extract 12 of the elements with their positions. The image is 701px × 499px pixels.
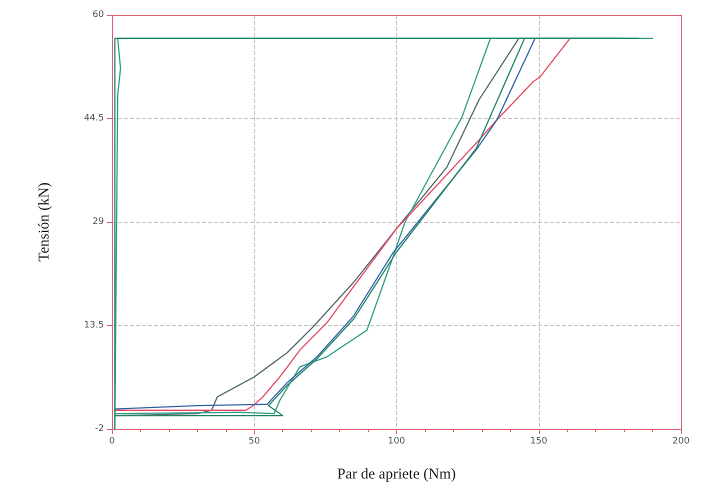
x-tick-label: 200	[672, 436, 690, 446]
x-tick-label: 100	[388, 436, 406, 446]
x-tick-label: 150	[530, 436, 548, 446]
x-tick-label: 50	[248, 436, 260, 446]
x-axis-title: Par de apriete (Nm)	[337, 466, 456, 482]
y-tick-label: 29	[92, 217, 104, 227]
y-tick-label: 60	[92, 10, 104, 20]
y-tick-label: 13.5	[84, 320, 104, 330]
x-tick-label: 0	[109, 436, 116, 446]
y-tick-label: -2	[95, 424, 104, 434]
y-axis-title: Tensión (kN)	[36, 182, 52, 262]
y-tick-label: 44.5	[84, 114, 104, 124]
